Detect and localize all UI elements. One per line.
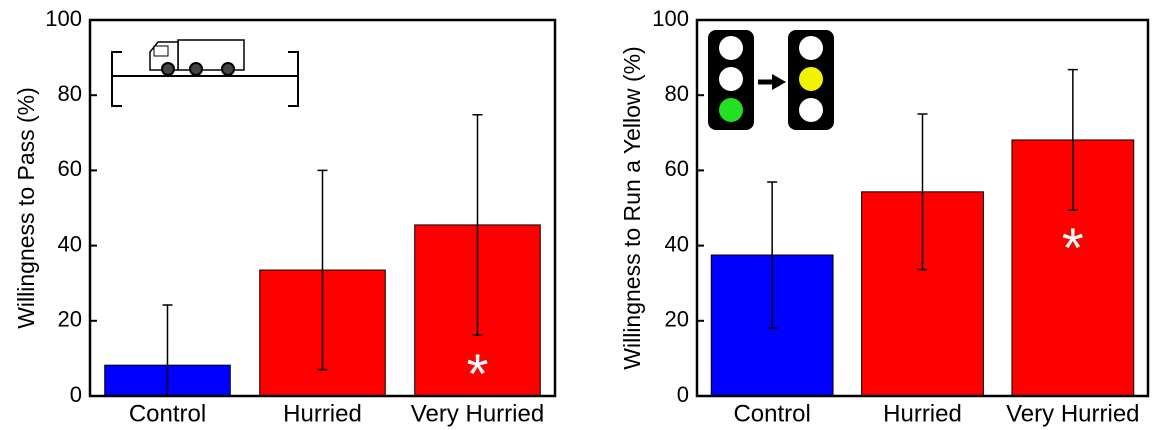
x-tick-label: Hurried	[883, 400, 962, 427]
y-tick-label: 0	[677, 382, 689, 407]
y-tick-label: 40	[58, 231, 82, 256]
y-tick-label: 60	[665, 156, 689, 181]
x-tick-label: Control	[129, 400, 206, 427]
y-tick-label: 100	[652, 6, 689, 31]
y-tick-label: 40	[665, 231, 689, 256]
x-tick-label: Very Hurried	[1006, 400, 1139, 427]
x-tick-label: Hurried	[283, 400, 362, 427]
y-tick-label: 20	[58, 307, 82, 332]
traffic-light-icon	[708, 30, 834, 130]
y-tick-label: 80	[58, 81, 82, 106]
y-tick-label: 20	[665, 307, 689, 332]
figure: Control Hurried Very Hurried * 0 20 40 60 80 100 W…	[0, 0, 1155, 430]
y-tick-label: 60	[58, 156, 82, 181]
truck-icon	[112, 40, 298, 106]
y-axis-label: Willingness to Run a Yellow (%)	[619, 46, 645, 369]
x-tick-label: Control	[733, 400, 810, 427]
y-tick-label: 100	[45, 6, 82, 31]
y-tick-label: 80	[665, 81, 689, 106]
y-tick-label: 0	[70, 382, 82, 407]
significance-marker: *	[1062, 216, 1084, 279]
y-axis-label: Willingness to Pass (%)	[13, 87, 39, 329]
